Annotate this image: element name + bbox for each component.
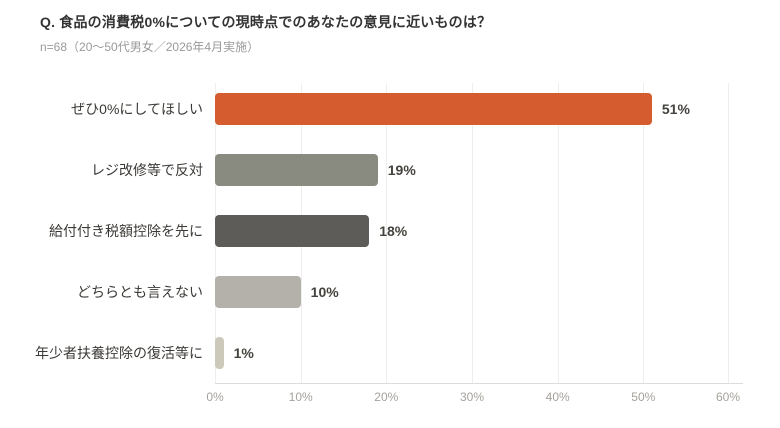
bar-row: 年少者扶養控除の復活等に 1% (0, 322, 780, 383)
bar-track: 18% (215, 214, 729, 247)
gridline (472, 83, 473, 383)
value-label: 19% (387, 161, 416, 178)
gridline (728, 83, 729, 383)
x-tick-label: 10% (288, 390, 313, 404)
bar (215, 214, 370, 247)
bar (215, 275, 301, 308)
x-tick-label: 20% (374, 390, 399, 404)
x-tick-label: 60% (715, 390, 741, 404)
x-axis-line (215, 383, 743, 384)
x-tick-label: 30% (459, 390, 485, 404)
x-tick-label: 50% (631, 390, 656, 404)
bar (215, 336, 224, 369)
category-label: 給付付き税額控除を先に (49, 222, 203, 239)
bar (215, 92, 652, 125)
value-label: 51% (661, 100, 690, 117)
bar-track: 1% (215, 336, 729, 369)
value-label: 10% (310, 283, 339, 300)
chart-title: Q. 食品の消費税0%についての現時点でのあなたの意見に近いものは？ (40, 14, 492, 30)
gridline (557, 83, 559, 383)
value-label: 1% (233, 344, 254, 361)
bar-row: どちらとも言えない 10% (0, 261, 780, 322)
x-tick-label: 40% (545, 390, 570, 404)
chart-subtitle: n=68（20〜50代男女／2026年4月実施） (40, 40, 260, 54)
bar-row: レジ改修等で反対 19% (0, 139, 780, 200)
bar-row: 給付付き税額控除を先に 18% (0, 200, 780, 261)
category-label: 年少者扶養控除の復活等に (35, 344, 203, 361)
value-label: 18% (379, 222, 408, 239)
gridline (643, 83, 645, 383)
gridline (386, 83, 388, 383)
bar (215, 153, 378, 186)
bar-row: ぜひ0%にしてほしい 51% (0, 78, 780, 139)
bar-track: 51% (215, 92, 729, 125)
bar-track: 19% (215, 153, 729, 186)
x-tick-label: 0% (206, 390, 224, 404)
x-axis-ticks: 0% 10% 20% 30% 40% 50% 60% (206, 390, 740, 406)
category-label: ぜひ0%にしてほしい (71, 100, 203, 117)
category-label: レジ改修等で反対 (91, 161, 203, 178)
category-label: どちらとも言えない (77, 283, 203, 300)
bar-track: 10% (215, 275, 729, 308)
bar-rows: ぜひ0%にしてほしい 51% レジ改修等で反対 19% 給付付き税額控除を先に … (0, 78, 780, 383)
